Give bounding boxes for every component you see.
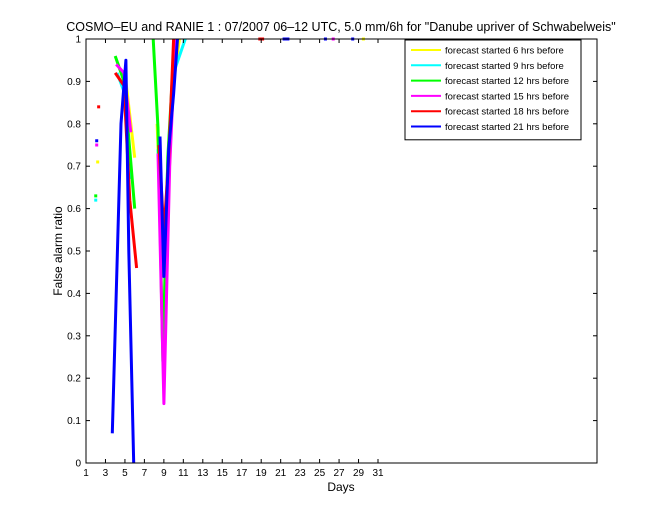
legend-entry-1: forecast started 6 hrs before [445,46,564,57]
x-tick-label: 13 [197,468,209,479]
legend-entry-3: forecast started 12 hrs before [445,76,569,87]
y-tick-label: 0 [75,459,81,470]
y-tick-label: 0.3 [67,331,81,342]
legend: forecast started 6 hrs before forecast st… [404,39,582,141]
x-axis-label: Days [327,480,354,494]
legend-box [404,39,582,141]
y-tick-label: 0.7 [67,162,81,173]
x-tick-label: 19 [256,468,268,479]
x-tick-label: 9 [161,468,167,479]
y-tick-label: 0.1 [67,416,81,427]
x-tick-label: 17 [236,468,248,479]
series-line-4 [116,39,333,404]
x-tick-label: 7 [142,468,148,479]
x-tick-label: 27 [334,468,346,479]
x-tick-label: 1 [83,468,89,479]
y-tick-label: 0.2 [67,374,81,385]
y-tick-label: 0.8 [67,119,81,130]
y-tick-label: 0.5 [67,247,81,258]
x-tick-label: 31 [372,468,384,479]
plot-area: 1 3 5 7 9 11 13 15 17 19 21 23 25 27 29 3100.10.20.30.4… [67,35,598,479]
series-line-6 [112,39,352,463]
x-tick-label: 29 [353,468,365,479]
y-tick-label: 0.4 [67,289,81,300]
legend-entry-6: forecast started 21 hrs before [445,122,569,133]
y-tick-label: 0.9 [67,77,81,88]
series-line-5 [113,37,265,269]
legend-entry-4: forecast started 15 hrs before [445,91,569,102]
x-tick-label: 3 [103,468,109,479]
legend-entry-2: forecast started 9 hrs before [445,61,564,72]
x-tick-label: 23 [295,468,307,479]
y-tick-label: 0.6 [67,204,81,215]
x-tick-label: 15 [217,468,229,479]
x-tick-label: 25 [314,468,326,479]
chart-title: COSMO–EU and RANIE 1 : 07/2007 06–12 UTC… [66,20,615,34]
y-axis-label: False alarm ratio [51,206,65,296]
y-tick-label: 1 [75,35,81,46]
x-tick-label: 21 [275,468,287,479]
x-tick-label: 5 [122,468,128,479]
x-tick-label: 11 [178,468,189,479]
legend-entry-5: forecast started 18 hrs before [445,107,569,118]
